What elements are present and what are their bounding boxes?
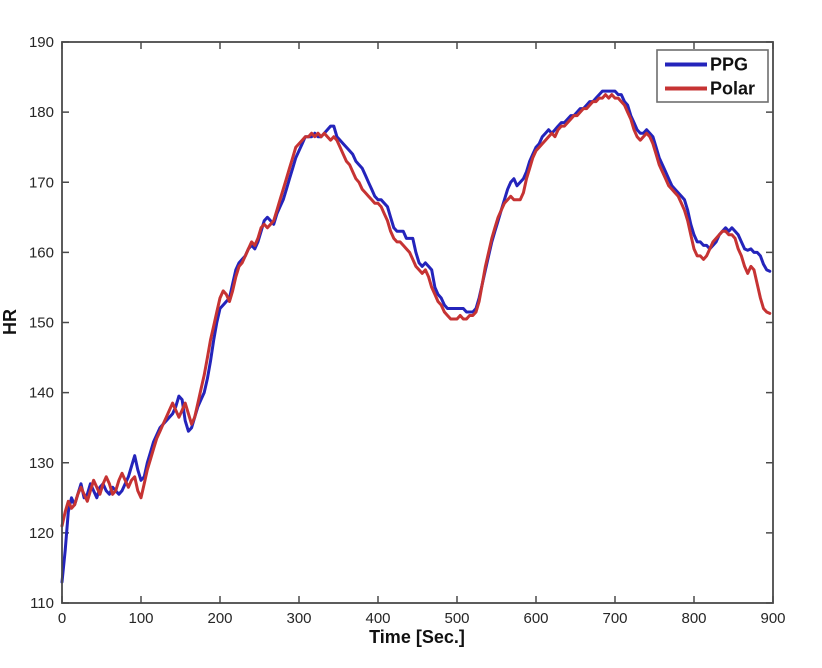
legend-label-polar: Polar bbox=[710, 79, 755, 99]
x-tick-label: 400 bbox=[365, 610, 390, 627]
legend-box bbox=[656, 49, 769, 103]
y-tick-label: 140 bbox=[29, 385, 54, 402]
series-ppg-line bbox=[60, 89, 772, 584]
axes-box bbox=[61, 41, 774, 604]
legend: PPG Polar bbox=[656, 49, 769, 103]
x-tick-label: 900 bbox=[760, 610, 785, 627]
y-tick-label: 180 bbox=[29, 104, 54, 121]
y-tick-label: 190 bbox=[29, 34, 54, 51]
plot-area: 0 100 200 300 400 500 600 700 800 900 110 120 130 140… bbox=[29, 34, 786, 627]
x-tick-label: 700 bbox=[602, 610, 627, 627]
y-tick-label: 170 bbox=[29, 174, 54, 191]
y-tick-label: 130 bbox=[29, 455, 54, 472]
x-axis-label: Time [Sec.] bbox=[369, 627, 465, 647]
y-tick-label: 110 bbox=[30, 595, 54, 612]
y-tick-label: 150 bbox=[29, 315, 54, 332]
y-tick-label: 120 bbox=[29, 525, 54, 542]
legend-label-ppg: PPG bbox=[710, 55, 748, 75]
x-tick-label: 500 bbox=[444, 610, 469, 627]
x-tick-label: 600 bbox=[523, 610, 548, 627]
x-tick-label: 100 bbox=[128, 610, 153, 627]
y-tick-label: 160 bbox=[29, 244, 54, 261]
series-polar-line bbox=[60, 93, 772, 528]
x-tick-label: 200 bbox=[207, 610, 232, 627]
x-tick-label: 800 bbox=[681, 610, 706, 627]
y-axis-label: HR bbox=[0, 309, 20, 335]
x-tick-label: 0 bbox=[58, 610, 66, 627]
x-tick-label: 300 bbox=[286, 610, 311, 627]
